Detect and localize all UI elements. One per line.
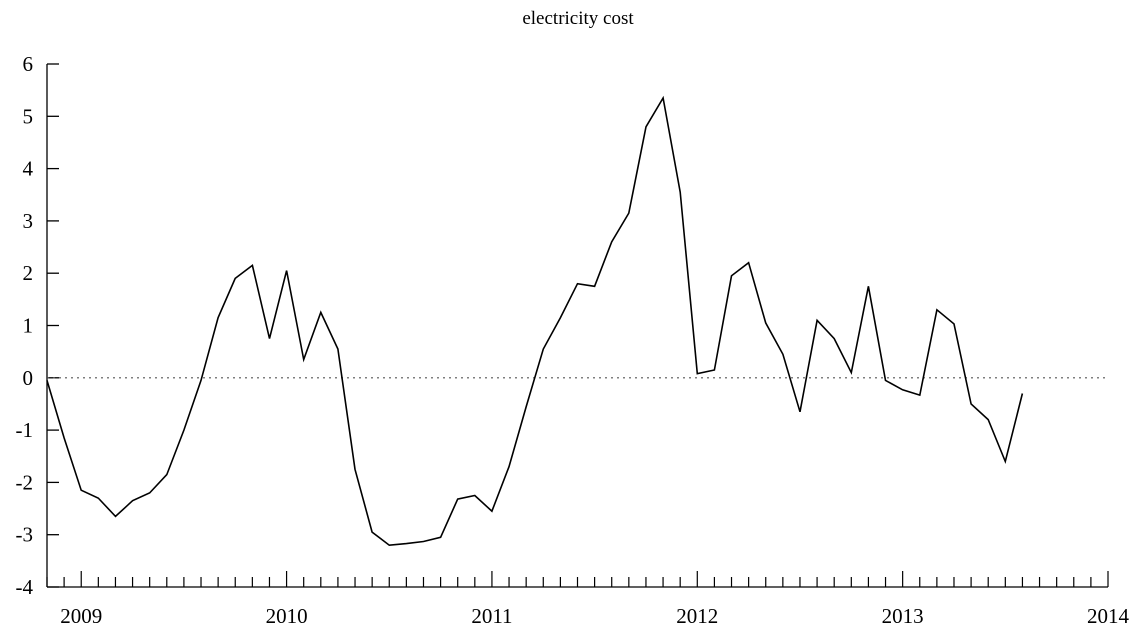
chart-title: electricity cost: [522, 8, 634, 29]
y-tick-label: 2: [23, 261, 34, 285]
x-tick-label: 2014: [1087, 604, 1130, 628]
x-tick-label: 2013: [882, 604, 924, 628]
x-tick-label: 2012: [676, 604, 718, 628]
y-tick-label: 6: [23, 52, 34, 76]
y-tick-label: 1: [23, 314, 34, 338]
series-line: [46, 95, 1024, 547]
y-tick-label: 3: [23, 209, 34, 233]
x-tick-label: 2009: [60, 604, 102, 628]
y-tick-label: -3: [16, 523, 34, 547]
plot-area: [46, 95, 1108, 547]
y-tick-label: 0: [23, 366, 34, 390]
y-tick-label: -4: [16, 575, 34, 599]
y-tick-label: 4: [23, 157, 34, 181]
x-tick-label: 2011: [471, 604, 512, 628]
y-tick-label: 5: [23, 104, 34, 128]
y-tick-label: -2: [16, 470, 34, 494]
x-tick-label: 2010: [266, 604, 308, 628]
axes: -4 -3 -2 -1 0 1 2 3 4 5 6 2009 2010 2011 2012 2013 2014: [16, 52, 1130, 628]
y-tick-label: -1: [16, 418, 34, 442]
